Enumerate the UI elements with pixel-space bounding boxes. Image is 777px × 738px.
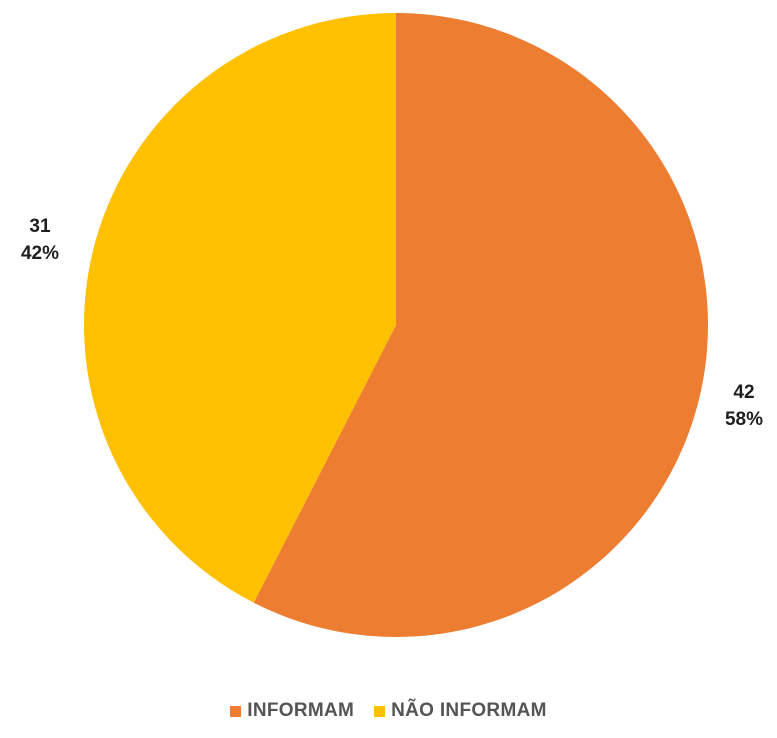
legend-swatch-nao-informam bbox=[374, 705, 386, 717]
data-label-value: 42 bbox=[733, 382, 754, 403]
legend-item-nao-informam: NÃO INFORMAM bbox=[374, 700, 547, 722]
data-label-percent: 42% bbox=[21, 243, 59, 264]
pie-slice-informam bbox=[253, 13, 708, 637]
legend-item-informam: INFORMAM bbox=[230, 700, 354, 722]
pie-slice-n-o-informam bbox=[83, 13, 397, 603]
legend: INFORMAM NÃO INFORMAM bbox=[0, 700, 777, 722]
legend-label-nao-informam: NÃO INFORMAM bbox=[391, 700, 547, 721]
data-label-percent: 58% bbox=[725, 409, 763, 430]
legend-label-informam: INFORMAM bbox=[247, 700, 355, 721]
data-label-value: 31 bbox=[29, 216, 51, 237]
legend-swatch-informam bbox=[230, 705, 242, 717]
pie-data-labels: 42 58% 31 42% bbox=[21, 216, 763, 430]
pie-slices bbox=[83, 13, 708, 637]
